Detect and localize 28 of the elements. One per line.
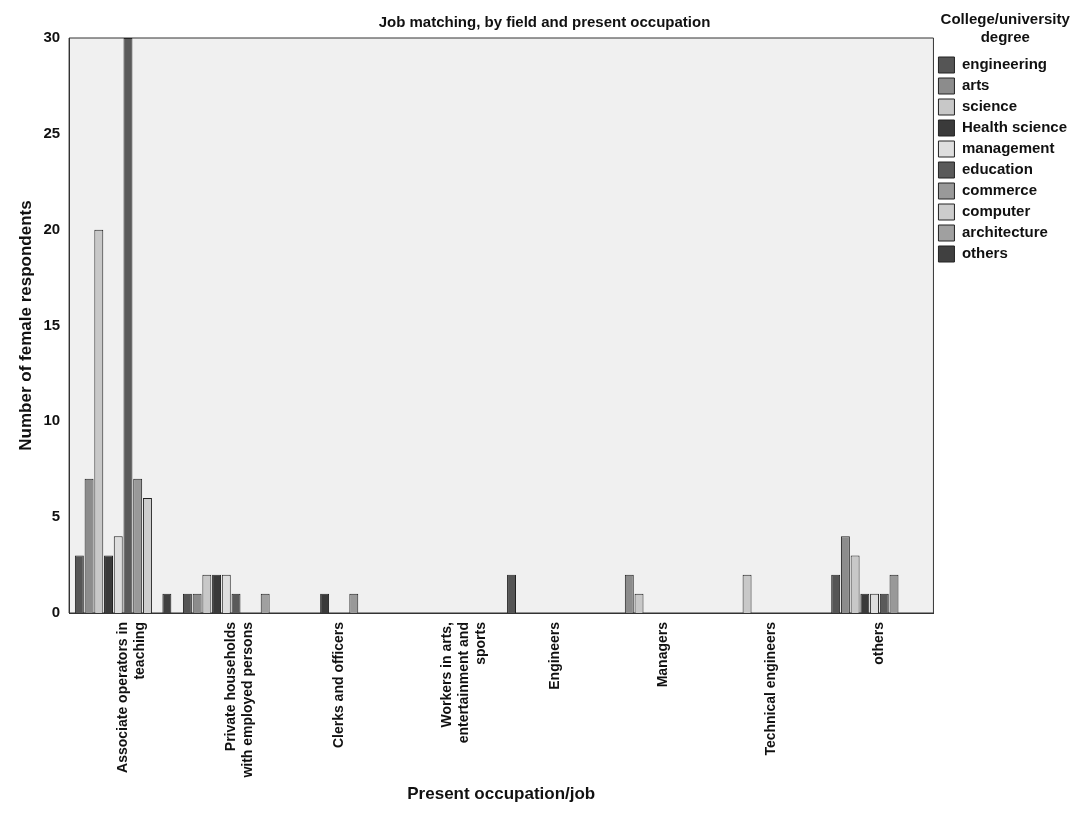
legend-label: commerce [961, 181, 1037, 199]
x-tick-label: Engineers [546, 621, 563, 690]
legend-label: science [961, 97, 1017, 115]
x-tick-label: Workers in arts, entertainment and sports [438, 621, 488, 744]
y-tick-label: 30 [43, 28, 61, 46]
x-tick-label: others [870, 621, 887, 665]
x-tick-label: Managers [654, 621, 671, 688]
legend-label: education [961, 160, 1033, 178]
legend-title: College/university degree [940, 9, 1071, 45]
chart-title: Job matching, by field and present occupation [378, 13, 711, 31]
legend-label: arts [961, 76, 990, 94]
y-tick-label: 10 [43, 411, 61, 429]
legend-label: management [961, 139, 1055, 157]
legend-label: Health science [961, 118, 1068, 136]
x-tick-label: Technical engineers [762, 621, 779, 756]
legend-label: others [961, 244, 1008, 262]
y-tick-label: 25 [43, 123, 61, 141]
x-axis-title: Present occupation/job [407, 784, 596, 804]
y-tick-label: 5 [51, 507, 61, 525]
legend-label: engineering [961, 55, 1047, 73]
legend-label: computer [961, 202, 1031, 220]
y-tick-label: 0 [51, 603, 61, 621]
y-tick-label: 20 [43, 219, 61, 237]
y-tick-label: 15 [43, 315, 61, 333]
x-tick-label: Clerks and officers [330, 621, 347, 749]
y-axis-title: Number of female respondents [15, 200, 35, 451]
x-tick-label: Associate operators in teaching [113, 622, 147, 773]
legend-label: architecture [961, 223, 1048, 241]
